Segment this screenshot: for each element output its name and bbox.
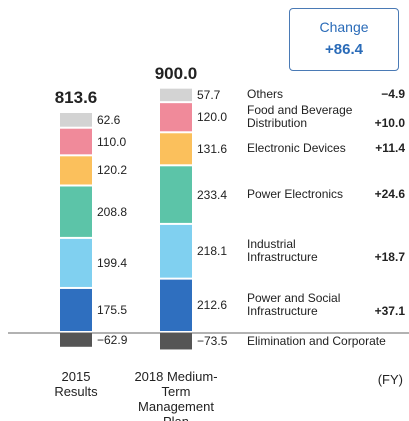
x-unit: (FY) xyxy=(377,372,403,387)
bar-segment xyxy=(160,333,192,350)
value-label: 175.5 xyxy=(97,302,128,317)
bar-segment xyxy=(60,156,92,185)
value-label: 218.1 xyxy=(197,244,228,259)
bar-segment xyxy=(60,128,92,155)
series-name: Industrial Infrastructure xyxy=(247,237,318,265)
change-label: +10.0 xyxy=(374,116,405,131)
bar-segment xyxy=(60,112,92,127)
bar-segment xyxy=(160,224,192,278)
total-label: 813.6 xyxy=(54,87,98,107)
change-title: Change xyxy=(319,19,369,35)
change-label: +24.6 xyxy=(374,187,405,202)
bar-segment xyxy=(60,333,92,347)
change-label: +37.1 xyxy=(374,304,405,319)
change-label: −4.9 xyxy=(381,87,405,102)
value-label: −73.5 xyxy=(197,334,228,349)
value-label: 57.7 xyxy=(197,87,221,102)
bar-segment xyxy=(160,133,192,165)
bar-segment xyxy=(160,103,192,132)
value-label: 208.8 xyxy=(97,204,128,219)
value-label: 233.4 xyxy=(197,187,228,202)
value-label: 131.6 xyxy=(197,141,228,156)
bar-segment xyxy=(160,279,192,331)
series-name: Elimination and Corporate xyxy=(247,333,386,348)
total-label: 900.0 xyxy=(154,63,198,83)
bar-segment xyxy=(160,166,192,223)
series-name: Others xyxy=(247,87,284,102)
change-label: +11.4 xyxy=(375,141,405,156)
x-tick-label: 2018 Medium-Term Management Plan xyxy=(134,369,218,421)
value-label: 120.0 xyxy=(197,110,228,125)
value-label: −62.9 xyxy=(97,332,128,347)
bar-segment xyxy=(60,238,92,287)
change-label: +18.7 xyxy=(374,250,405,265)
change-box: Change +86.4 xyxy=(289,8,399,71)
series-name: Power and Social Infrastructure xyxy=(247,291,341,319)
value-label: 62.6 xyxy=(97,112,121,127)
value-label: 199.4 xyxy=(97,255,128,270)
value-label: 212.6 xyxy=(197,298,228,313)
bar-segment xyxy=(160,88,192,102)
bar-segment xyxy=(60,186,92,237)
series-name: Food and Beverage Distribution xyxy=(247,103,353,131)
value-label: 120.2 xyxy=(97,163,128,178)
x-tick-label: 2015 Results xyxy=(54,369,98,399)
change-total: +86.4 xyxy=(325,41,363,58)
series-name: Power Electronics xyxy=(247,187,344,202)
value-label: 110.0 xyxy=(97,134,127,149)
series-name: Electronic Devices xyxy=(247,141,346,156)
bar-segment xyxy=(60,288,92,331)
